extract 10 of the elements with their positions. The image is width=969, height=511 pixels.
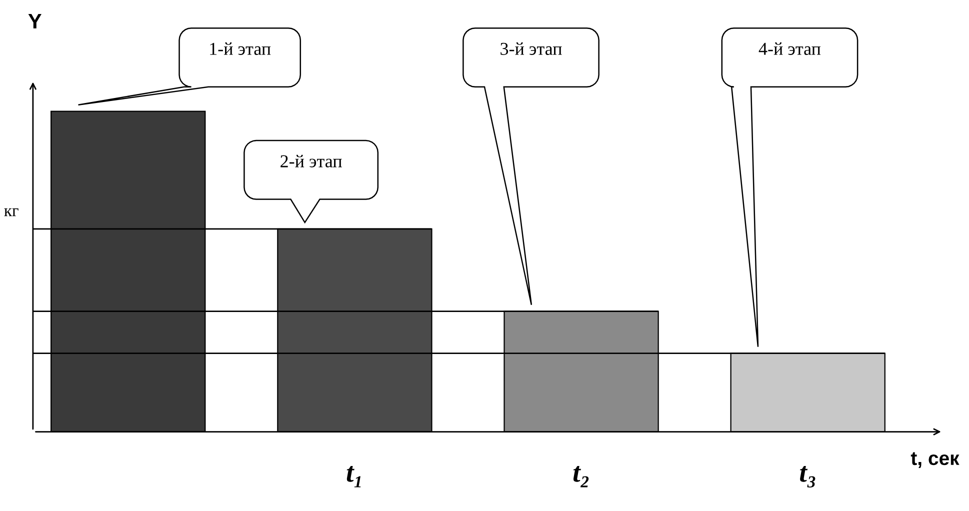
x-tick-label: t₂	[573, 466, 589, 488]
text: 1-й этап	[210, 42, 271, 55]
y-axis-title: кг	[4, 208, 18, 216]
chart-title: Y	[28, 14, 42, 28]
annotation: 2-й этап	[280, 154, 342, 168]
text: 3-й этап	[500, 42, 562, 55]
x-tick-label: t₃	[800, 466, 816, 488]
text: 4-й этап	[758, 42, 821, 55]
x-axis-title: t, сек	[910, 452, 960, 468]
x-tick-label: t₁	[346, 466, 361, 488]
